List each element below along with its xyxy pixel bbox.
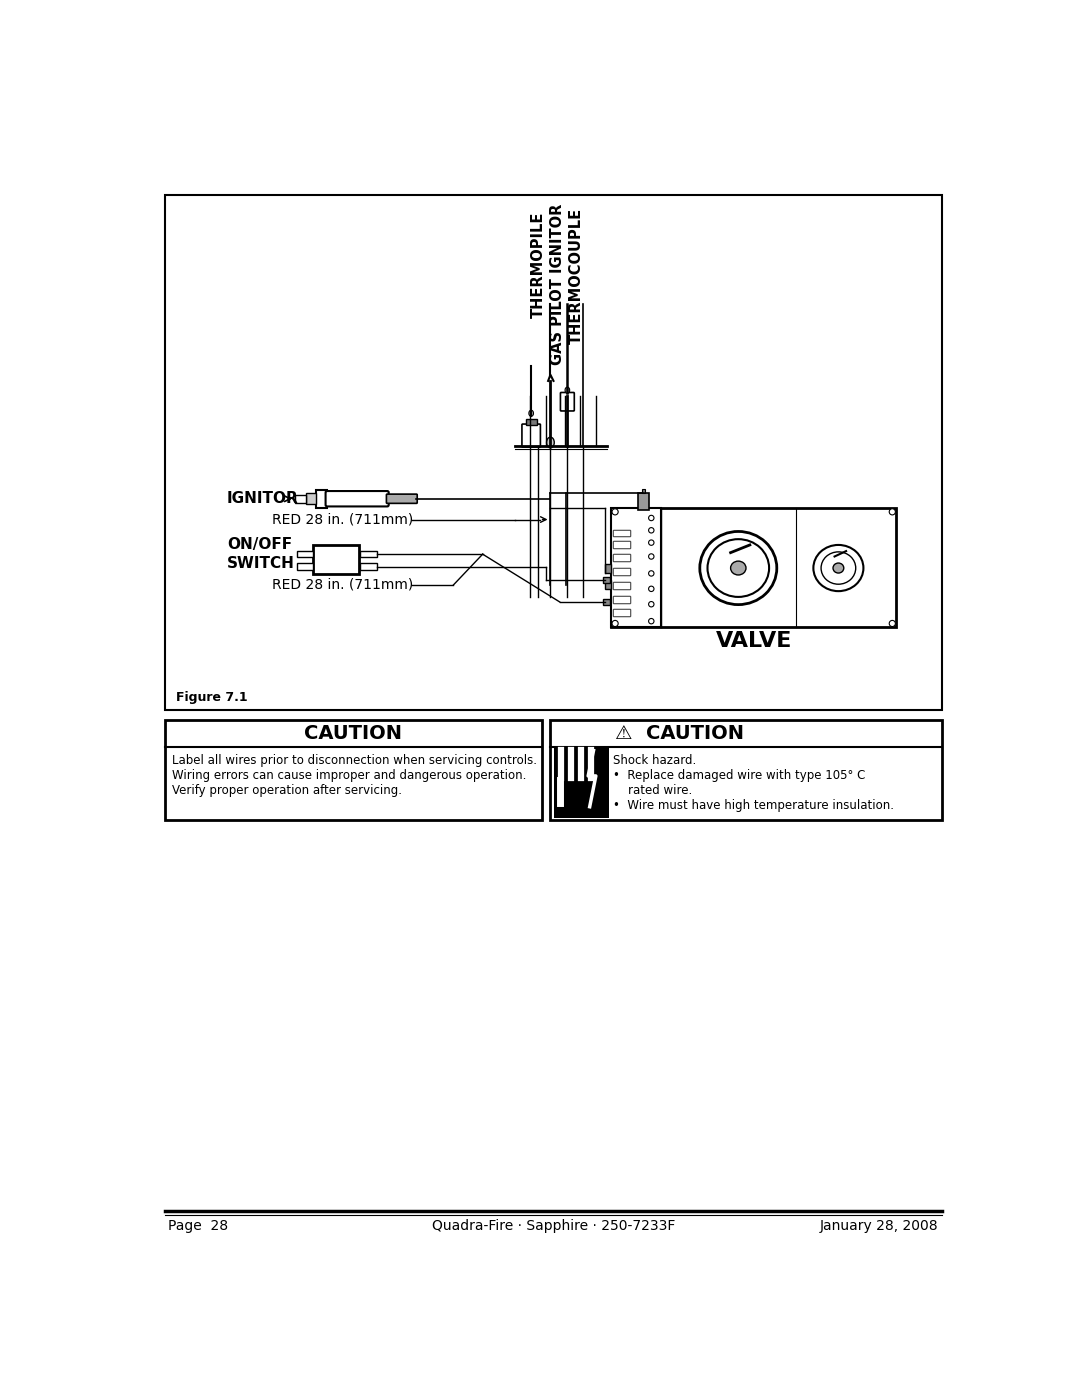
Bar	[612, 583, 630, 588]
Ellipse shape	[813, 545, 863, 591]
Bar	[612, 569, 630, 576]
Bar	[558, 778, 598, 810]
Ellipse shape	[529, 411, 534, 416]
Bar	[612, 609, 630, 616]
Bar	[612, 555, 630, 562]
Ellipse shape	[649, 602, 654, 606]
Bar	[612, 555, 630, 562]
Bar	[164, 719, 542, 820]
Text: THERMOPILE: THERMOPILE	[530, 211, 545, 319]
Text: RED 28 in. (711mm): RED 28 in. (711mm)	[272, 513, 414, 527]
Bar	[612, 541, 630, 548]
Ellipse shape	[649, 515, 654, 521]
Bar	[612, 529, 630, 536]
FancyBboxPatch shape	[325, 490, 389, 507]
Ellipse shape	[889, 620, 895, 627]
Text: RED 28 in. (711mm): RED 28 in. (711mm)	[272, 578, 414, 592]
FancyBboxPatch shape	[387, 495, 417, 503]
Ellipse shape	[565, 387, 569, 393]
Ellipse shape	[612, 620, 618, 627]
Bar	[612, 541, 630, 548]
Bar	[306, 493, 316, 504]
Ellipse shape	[700, 531, 777, 605]
Text: IGNITOR: IGNITOR	[227, 492, 299, 506]
Ellipse shape	[649, 539, 654, 545]
Text: ⚠  CAUTION: ⚠ CAUTION	[616, 724, 744, 743]
Bar	[611, 509, 896, 627]
Text: THERMOCOUPLE: THERMOCOUPLE	[569, 208, 584, 344]
Bar	[612, 569, 630, 576]
FancyBboxPatch shape	[561, 393, 575, 411]
Bar	[297, 550, 313, 557]
Bar	[603, 577, 610, 583]
Bar	[526, 419, 537, 425]
Bar	[164, 194, 943, 711]
Text: Label all wires prior to disconnection when servicing controls.
Wiring errors ca: Label all wires prior to disconnection w…	[173, 754, 538, 798]
Bar	[603, 599, 610, 605]
Bar	[611, 509, 661, 627]
Ellipse shape	[649, 587, 654, 591]
Bar	[297, 563, 313, 570]
Ellipse shape	[730, 562, 746, 576]
Ellipse shape	[833, 563, 843, 573]
Bar	[612, 609, 630, 616]
Ellipse shape	[649, 553, 654, 559]
Text: Figure 7.1: Figure 7.1	[176, 692, 247, 704]
Ellipse shape	[546, 437, 554, 448]
Bar	[612, 529, 630, 536]
Ellipse shape	[821, 552, 855, 584]
Ellipse shape	[707, 539, 769, 597]
Bar	[313, 545, 360, 574]
Bar	[605, 564, 611, 573]
Text: VALVE: VALVE	[716, 631, 792, 651]
Bar	[642, 489, 645, 493]
Ellipse shape	[649, 571, 654, 576]
Bar	[612, 583, 630, 588]
Text: January 28, 2008: January 28, 2008	[820, 1220, 939, 1234]
Text: Quadra-Fire · Sapphire · 250-7233F: Quadra-Fire · Sapphire · 250-7233F	[432, 1220, 675, 1234]
Text: CAUTION: CAUTION	[305, 724, 402, 743]
Ellipse shape	[649, 619, 654, 624]
Text: GAS PILOT IGNITOR: GAS PILOT IGNITOR	[550, 204, 565, 365]
Bar	[554, 746, 609, 819]
Bar	[605, 580, 611, 588]
Text: Shock hazard.
•  Replace damaged wire with type 105° C
    rated wire.
•  Wire m: Shock hazard. • Replace damaged wire wit…	[612, 754, 894, 813]
Text: Page  28: Page 28	[168, 1220, 229, 1234]
Ellipse shape	[612, 509, 618, 515]
Bar	[295, 495, 306, 503]
Ellipse shape	[889, 509, 895, 515]
Bar	[361, 563, 377, 570]
Ellipse shape	[649, 528, 654, 534]
Text: ON/OFF
SWITCH: ON/OFF SWITCH	[227, 538, 295, 571]
Bar	[550, 719, 943, 820]
FancyBboxPatch shape	[522, 425, 540, 447]
Bar	[612, 595, 630, 602]
Bar	[316, 489, 327, 509]
Bar	[638, 493, 649, 510]
Bar	[361, 550, 377, 557]
Bar	[612, 595, 630, 602]
